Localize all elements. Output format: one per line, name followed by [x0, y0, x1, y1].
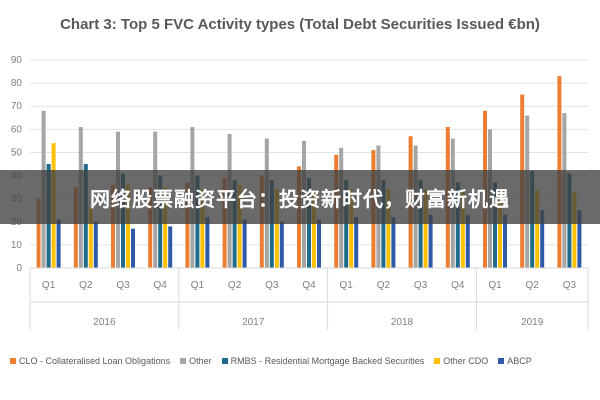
banner-text: 网络股票融资平台：投资新时代，财富新机遇 [90, 186, 510, 211]
x-tick-label: Q4 [451, 280, 465, 291]
x-tick-label: Q2 [228, 280, 242, 291]
bar [56, 219, 61, 268]
bar [111, 184, 115, 268]
x-tick-label: Q1 [42, 280, 56, 291]
bar [572, 191, 577, 268]
legend-label: Other CDO [443, 356, 489, 366]
x-tick-label: Q1 [340, 280, 354, 291]
y-tick-label: 80 [11, 78, 23, 89]
x-tick-label: Q2 [526, 280, 540, 291]
bar [428, 214, 433, 268]
bar [131, 228, 135, 268]
x-tick-label: Q4 [154, 280, 168, 291]
year-label: 2016 [93, 317, 116, 328]
legend-swatch [10, 358, 16, 364]
x-tick-label: Q3 [414, 280, 428, 291]
bar [423, 189, 428, 268]
bar [242, 219, 247, 268]
bar [391, 217, 396, 268]
bar [460, 191, 465, 268]
legend-swatch [434, 358, 441, 364]
bar [93, 221, 98, 268]
legend-swatch [180, 358, 187, 364]
chart-title: Chart 3: Top 5 FVC Activity types (Total… [60, 16, 540, 33]
bar [232, 180, 237, 268]
x-tick-label: Q1 [488, 280, 502, 291]
bar [126, 184, 130, 268]
bar [205, 217, 210, 268]
x-tick-label: Q3 [265, 280, 279, 291]
legend-label: RMBS - Residential Mortgage Backed Secur… [230, 356, 425, 366]
x-tick-label: Q3 [116, 280, 130, 291]
bar [349, 189, 354, 268]
y-tick-label: 50 [11, 147, 23, 158]
bar [279, 221, 284, 268]
x-tick-label: Q2 [79, 280, 93, 291]
bar [418, 180, 423, 268]
bar [312, 191, 316, 268]
bar [185, 182, 190, 268]
legend-item: ABCP [498, 356, 532, 366]
bar [237, 184, 242, 268]
year-label: 2017 [242, 317, 265, 328]
bar [381, 180, 386, 268]
chart-legend: CLO - Collateralised Loan Obligations Oth… [10, 352, 595, 370]
year-label: 2018 [391, 317, 414, 328]
bar [344, 180, 349, 268]
overlay-banner: 网络股票融资平台：投资新时代，财富新机遇 [0, 170, 600, 224]
legend-label: Other [189, 356, 212, 366]
legend-item: Other CDO [434, 356, 488, 366]
legend-label: ABCP [507, 356, 532, 366]
bar [73, 187, 78, 268]
bar [354, 217, 359, 268]
legend-swatch [221, 358, 228, 364]
bar [163, 187, 168, 268]
x-tick-label: Q3 [563, 280, 577, 291]
y-tick-label: 0 [16, 263, 22, 274]
bar [455, 182, 460, 268]
bar [386, 189, 391, 268]
bar [493, 182, 497, 268]
bar [148, 187, 153, 268]
y-tick-label: 60 [11, 124, 23, 135]
legend-item: Other [180, 356, 212, 366]
x-tick-label: Q2 [377, 280, 391, 291]
bar [535, 189, 540, 268]
bar [540, 210, 545, 268]
x-tick-label: Q4 [302, 280, 316, 291]
bar [503, 214, 507, 268]
y-tick-label: 90 [11, 55, 23, 66]
legend-item: CLO - Collateralised Loan Obligations [10, 356, 170, 366]
y-tick-label: 70 [11, 101, 23, 112]
y-tick-label: 10 [11, 240, 23, 251]
year-label: 2019 [521, 317, 544, 328]
bar [465, 214, 470, 268]
bar [317, 219, 321, 268]
bar [577, 210, 582, 268]
bar [274, 189, 279, 268]
bar [200, 189, 205, 268]
bar [269, 180, 274, 268]
bar [498, 191, 502, 268]
legend-swatch [498, 358, 505, 364]
bar [88, 207, 93, 268]
bar [36, 198, 41, 268]
x-tick-label: Q1 [191, 280, 205, 291]
bar [168, 226, 173, 268]
legend-label: CLO - Collateralised Loan Obligations [19, 356, 171, 366]
legend-item: RMBS - Residential Mortgage Backed Secur… [221, 356, 425, 366]
